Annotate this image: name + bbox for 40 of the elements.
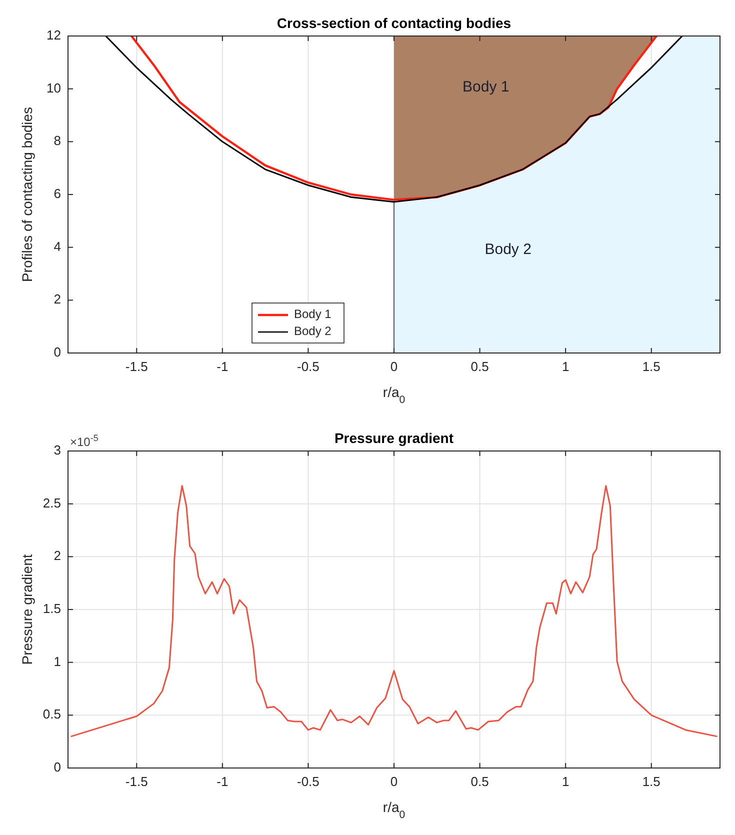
y-tick-label: 0 xyxy=(54,759,61,774)
y-axis-title: Profiles of contacting bodies xyxy=(19,106,35,282)
x-tick-label: 1 xyxy=(562,774,570,789)
chart-title: Pressure gradient xyxy=(334,430,454,446)
x-tick-label: 0.5 xyxy=(470,359,489,374)
x-tick-label: 0.5 xyxy=(470,774,489,789)
line-series xyxy=(70,485,718,738)
x-tick-label: 1.5 xyxy=(642,774,660,789)
y-tick-label: 6 xyxy=(54,186,61,201)
x-tick-label: 1.5 xyxy=(642,359,660,374)
annotation: Body 1 xyxy=(462,78,510,96)
x-tick-label: -1.5 xyxy=(125,359,148,374)
x-tick-label: -1 xyxy=(216,774,228,789)
y-tick-label: 2 xyxy=(54,548,61,564)
x-tick-label: -0.5 xyxy=(297,774,320,789)
x-tick-label: 0 xyxy=(390,774,398,789)
text: ×10$^{-5}$ xyxy=(70,433,98,449)
y-tick-label: 0.5 xyxy=(42,706,61,722)
x-tick-label: 0 xyxy=(390,359,398,374)
chart-title: Cross-section of contacting bodies xyxy=(276,15,512,31)
y-tick-label: 8 xyxy=(54,133,61,148)
legend-label: Body 2 xyxy=(294,324,332,338)
y-tick-label: 3 xyxy=(54,442,61,458)
y-tick-label: 4 xyxy=(54,238,61,254)
y-axis-title: Pressure gradient xyxy=(19,554,35,665)
y-tick-label: 10 xyxy=(46,80,61,96)
legend-label: Body 1 xyxy=(294,307,332,322)
y-tick-label: 1.5 xyxy=(42,600,61,616)
y-tick-label: 0 xyxy=(54,344,61,360)
x-tick-label: -1.5 xyxy=(125,774,148,789)
annotation: Body 2 xyxy=(484,241,532,258)
x-axis-title: r/a$_{0}$ xyxy=(382,384,406,406)
x-tick-label: -0.5 xyxy=(297,359,320,374)
y-tick-label: 12 xyxy=(46,27,61,42)
y-tick-label: 2 xyxy=(54,292,61,307)
x-tick-label: -1 xyxy=(216,359,228,374)
y-tick-label: 1 xyxy=(54,654,61,669)
y-tick-label: 2.5 xyxy=(42,495,61,510)
x-axis-title: r/a$_{0}$ xyxy=(382,799,406,821)
x-tick-label: 1 xyxy=(562,359,570,374)
